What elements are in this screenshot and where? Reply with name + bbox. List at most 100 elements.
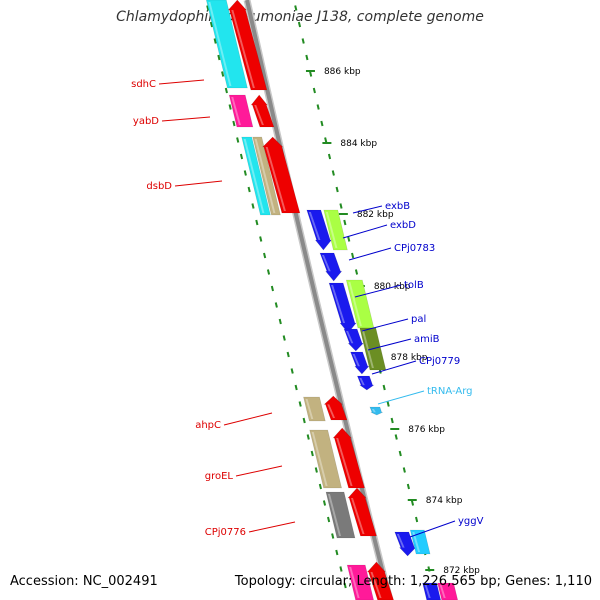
- tick-mark: [343, 582, 347, 589]
- gene-labels: sdhC yabD dsbD exbB exbD CPj0783 tolB pal amiB CP…: [131, 79, 484, 538]
- scale-label-878-kbp: 878 kbp: [391, 353, 428, 363]
- cds-grey: [325, 491, 356, 539]
- leader-line-groel: [235, 465, 283, 477]
- cds-tan-shine: [305, 399, 314, 419]
- cds-red-shine: [327, 404, 336, 418]
- cds-pink-shine: [231, 97, 241, 125]
- cds-red: [261, 136, 301, 214]
- tick-mark: [255, 219, 259, 226]
- cds-lime: [323, 209, 348, 251]
- tick-mark: [343, 219, 347, 226]
- leader-line-sdhc: [158, 79, 205, 85]
- tick-mark: [266, 269, 271, 275]
- cds-red-shine: [265, 147, 286, 211]
- scale-label-884-kbp: 884 kbp: [340, 139, 377, 149]
- leader-line-cpj0783: [348, 247, 392, 261]
- tick-mark: [274, 302, 278, 308]
- cds-blue: [394, 531, 417, 557]
- gene-label-dsbd: dsbD: [146, 181, 172, 192]
- gene-label-groel: groEL: [205, 471, 234, 482]
- tick-mark: [314, 467, 318, 473]
- cds-red: [366, 561, 394, 600]
- cds-cyan-shine: [412, 532, 421, 552]
- tick-mark: [224, 87, 228, 94]
- tick-mark: [324, 137, 328, 143]
- cds-tan: [303, 396, 326, 422]
- tick-mark: [263, 252, 267, 259]
- tick-mark: [390, 417, 394, 424]
- cds-red-shine: [231, 10, 255, 88]
- cds-tan-shine: [254, 139, 276, 213]
- cds-red-shine: [370, 572, 382, 598]
- tick-mark: [243, 170, 247, 176]
- topology-label: Topology: circular; Length: 1,226,565 bp…: [234, 574, 592, 589]
- tick-mark: [247, 186, 251, 193]
- leader-line-yggv: [409, 520, 456, 538]
- gene-label-amib: amiB: [414, 334, 440, 345]
- tick-mark: [209, 21, 214, 28]
- inner-tick-ring: [294, 5, 435, 589]
- tick-mark: [228, 104, 232, 110]
- gene-label-tolb: tolB: [404, 280, 424, 291]
- tick-mark: [306, 434, 310, 440]
- tick-mark: [286, 351, 290, 358]
- tick-mark: [259, 236, 263, 242]
- gene-label-sdhc: sdhC: [131, 79, 156, 90]
- cds-red: [227, 0, 268, 91]
- tick-mark: [206, 5, 210, 11]
- scale-label-886-kbp: 886 kbp: [324, 67, 361, 77]
- tick-mark: [270, 285, 274, 292]
- cds-cyan-shine: [208, 2, 232, 86]
- cds-pink-shine: [439, 585, 446, 598]
- gene-label-cpj0783: CPj0783: [394, 243, 435, 254]
- tick-mark: [310, 450, 314, 457]
- tick-mark: [331, 170, 335, 176]
- gene-label-trna-arg: tRNA-Arg: [427, 386, 472, 397]
- cds-blue: [343, 328, 365, 352]
- cds-olive-shine: [361, 330, 374, 368]
- scale-label-876-kbp: 876 kbp: [408, 425, 445, 435]
- leader-line-yabd: [161, 116, 211, 122]
- cds-red: [347, 487, 377, 537]
- cds-red: [250, 94, 275, 128]
- tick-mark: [382, 384, 386, 391]
- outer-tick-ring: [206, 5, 347, 589]
- map-title: Chlamydophila pneumoniae J138, complete …: [116, 9, 484, 25]
- cds-blue-shine: [424, 585, 431, 598]
- cds-lime-shine: [348, 282, 362, 326]
- gene-features: [205, 0, 459, 600]
- tick-mark: [335, 549, 339, 556]
- cds-blue-shine: [396, 534, 405, 548]
- cds-pink: [437, 582, 459, 600]
- tick-mark: [278, 318, 282, 325]
- leader-line-cpj0779: [371, 360, 417, 375]
- cds-red-shine: [254, 105, 264, 125]
- tick-mark: [327, 516, 331, 523]
- cds-tan-shine: [311, 432, 328, 486]
- cds-red-shine: [336, 438, 353, 486]
- tick-mark: [239, 153, 244, 160]
- cds-red: [323, 395, 348, 421]
- cds-red-shine: [350, 498, 365, 534]
- cds-blue: [350, 351, 370, 375]
- cds-cyan: [409, 529, 431, 555]
- cds-tan: [252, 136, 281, 216]
- tick-mark: [309, 71, 313, 77]
- gene-label-cpj0776: CPj0776: [205, 527, 246, 538]
- tick-mark: [339, 566, 343, 572]
- tick-mark: [394, 434, 398, 440]
- tick-mark: [251, 203, 255, 209]
- gene-label-yggv: yggV: [458, 516, 484, 527]
- cds-tan: [309, 429, 342, 489]
- tick-mark: [335, 186, 339, 193]
- gene-label-ahpc: ahpC: [195, 420, 221, 431]
- cds-blue-shine: [331, 285, 346, 323]
- leader-line-exbb: [352, 205, 383, 214]
- tick-mark: [236, 137, 240, 143]
- cds-cyan-shine: [243, 139, 265, 213]
- tick-mark: [351, 252, 355, 259]
- cds-cyan: [241, 136, 271, 216]
- tick-mark: [298, 401, 302, 407]
- scale-label-874-kbp: 874 kbp: [426, 496, 463, 506]
